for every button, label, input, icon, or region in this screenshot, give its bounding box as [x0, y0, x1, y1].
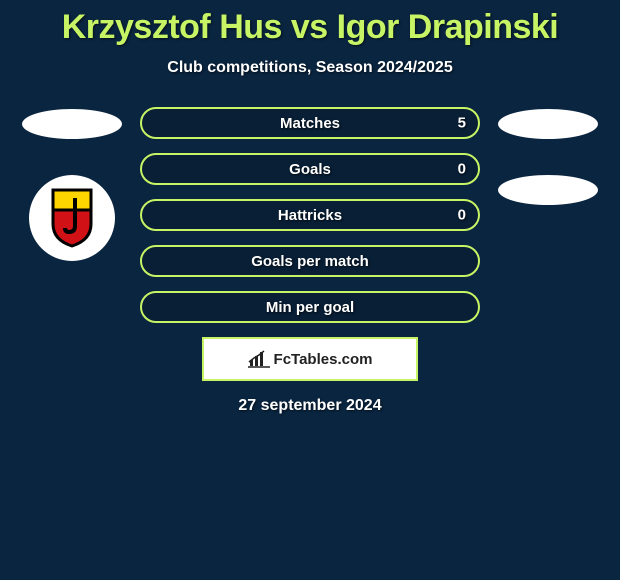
stat-label: Goals per match — [251, 253, 369, 270]
stat-label: Matches — [280, 115, 340, 132]
stat-label: Goals — [289, 161, 331, 178]
stat-right-value: 5 — [458, 115, 466, 132]
right-column — [498, 107, 598, 205]
player1-avatar-placeholder — [22, 109, 122, 139]
player1-club-badge — [29, 175, 115, 261]
stat-row-hattricks: Hattricks 0 — [140, 199, 480, 231]
page-title: Krzysztof Hus vs Igor Drapinski — [62, 8, 559, 47]
stat-label: Min per goal — [266, 299, 354, 316]
date-line: 27 september 2024 — [238, 397, 381, 415]
player2-avatar-placeholder — [498, 109, 598, 139]
stat-row-goals-per-match: Goals per match — [140, 245, 480, 277]
stats-section: Matches 5 Goals 0 Hattricks 0 Goals per … — [0, 107, 620, 323]
shield-icon — [49, 188, 95, 248]
bar-chart-icon — [248, 350, 270, 368]
page-subtitle: Club competitions, Season 2024/2025 — [167, 59, 452, 77]
brand-text: FcTables.com — [274, 351, 373, 368]
stat-right-value: 0 — [458, 207, 466, 224]
stat-row-min-per-goal: Min per goal — [140, 291, 480, 323]
stat-right-value: 0 — [458, 161, 466, 178]
brand-footer: FcTables.com — [202, 337, 418, 381]
player2-club-placeholder — [498, 175, 598, 205]
stat-row-goals: Goals 0 — [140, 153, 480, 185]
stats-list: Matches 5 Goals 0 Hattricks 0 Goals per … — [140, 107, 480, 323]
stat-label: Hattricks — [278, 207, 342, 224]
stat-row-matches: Matches 5 — [140, 107, 480, 139]
left-column — [22, 107, 122, 261]
